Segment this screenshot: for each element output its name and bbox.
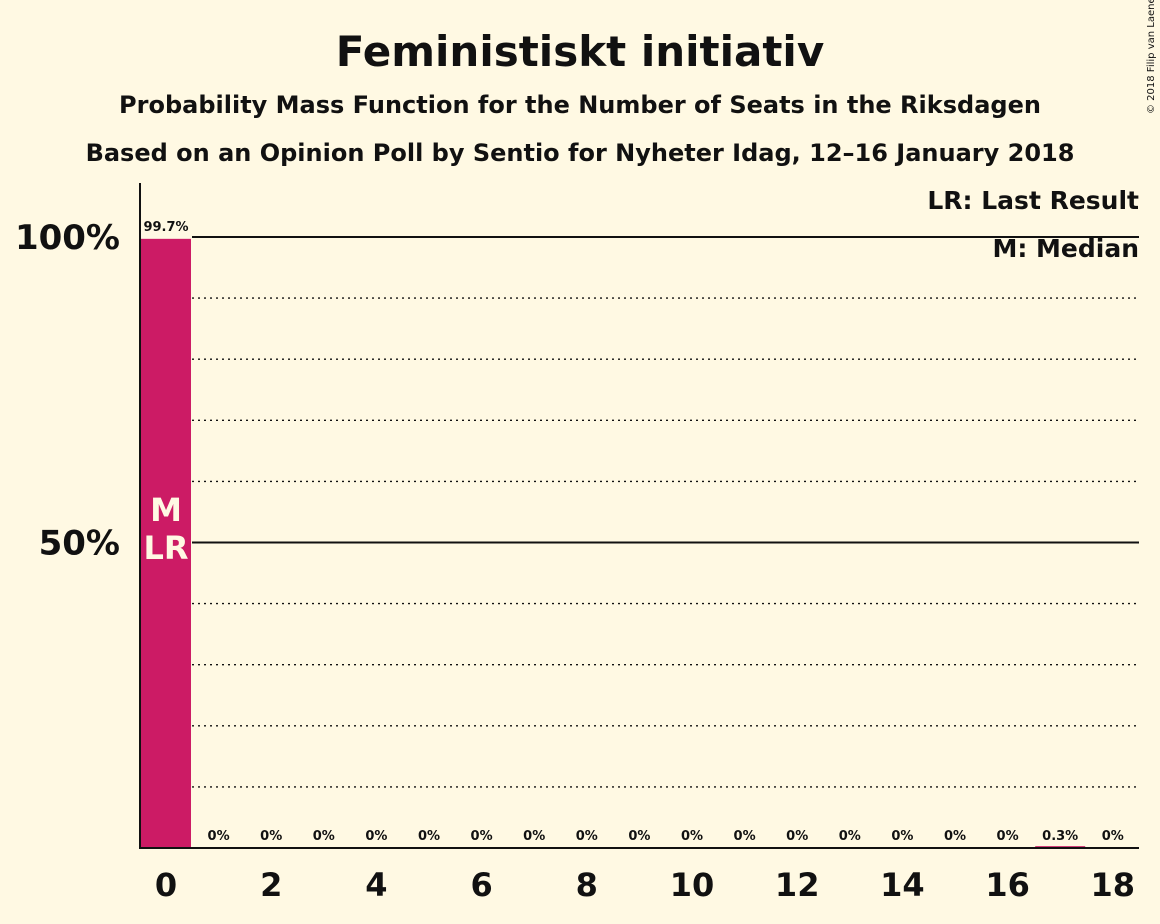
data-labels: 99.7% 0% 0% 0% 0% 0% 0% 0% 0% 0% 0% 0% 0% 0% 0% 0% 0% 0.3…	[143, 220, 1123, 844]
data-label-9: 0%	[628, 829, 650, 844]
data-label-13: 0%	[839, 829, 861, 844]
chart-subtitle-2: Based on an Opinion Poll by Sentio for N…	[86, 139, 1075, 167]
data-label-16: 0%	[997, 829, 1019, 844]
grid-lines	[192, 236, 1139, 788]
x-tick-label-0: 0	[155, 866, 177, 904]
data-label-3: 0%	[313, 829, 335, 844]
x-tick-label-8: 8	[576, 866, 598, 904]
bar-marker-m: M	[150, 491, 182, 529]
x-tick-label-12: 12	[775, 866, 820, 904]
chart-title: Feministiskt initiativ	[336, 27, 824, 76]
data-label-14: 0%	[891, 829, 913, 844]
data-label-6: 0%	[471, 829, 493, 844]
x-tick-label-10: 10	[670, 866, 715, 904]
data-label-4: 0%	[365, 829, 387, 844]
x-tick-label-14: 14	[880, 866, 925, 904]
y-tick-label-50: 50%	[39, 524, 120, 564]
legend-median: M: Median	[992, 234, 1139, 263]
bar-markers: MLR	[143, 491, 188, 567]
data-label-11: 0%	[734, 829, 756, 844]
data-label-7: 0%	[523, 829, 545, 844]
x-tick-label-4: 4	[365, 866, 387, 904]
y-tick-labels: 50% 100%	[15, 218, 120, 564]
data-label-15: 0%	[944, 829, 966, 844]
data-label-2: 0%	[260, 829, 282, 844]
data-label-5: 0%	[418, 829, 440, 844]
data-label-1: 0%	[208, 829, 230, 844]
x-tick-label-2: 2	[260, 866, 282, 904]
data-label-18: 0%	[1102, 829, 1124, 844]
y-tick-label-100: 100%	[15, 218, 120, 258]
data-label-8: 0%	[576, 829, 598, 844]
data-label-12: 0%	[786, 829, 808, 844]
x-tick-label-16: 16	[985, 866, 1030, 904]
axes	[139, 183, 1139, 849]
data-label-17: 0.3%	[1042, 829, 1078, 844]
x-tick-labels: 0 2 4 6 8 10 12 14 16 18	[155, 866, 1135, 904]
data-label-0: 99.7%	[143, 220, 188, 235]
data-label-10: 0%	[681, 829, 703, 844]
bar-marker-lr: LR	[143, 529, 188, 567]
x-tick-label-6: 6	[470, 866, 492, 904]
x-tick-label-18: 18	[1091, 866, 1136, 904]
bar-0	[141, 238, 191, 848]
chart-subtitle-1: Probability Mass Function for the Number…	[119, 91, 1041, 119]
copyright-text: © 2018 Filip van Laenen	[1146, 0, 1157, 114]
legend-last-result: LR: Last Result	[927, 186, 1139, 215]
bars	[141, 238, 1086, 848]
